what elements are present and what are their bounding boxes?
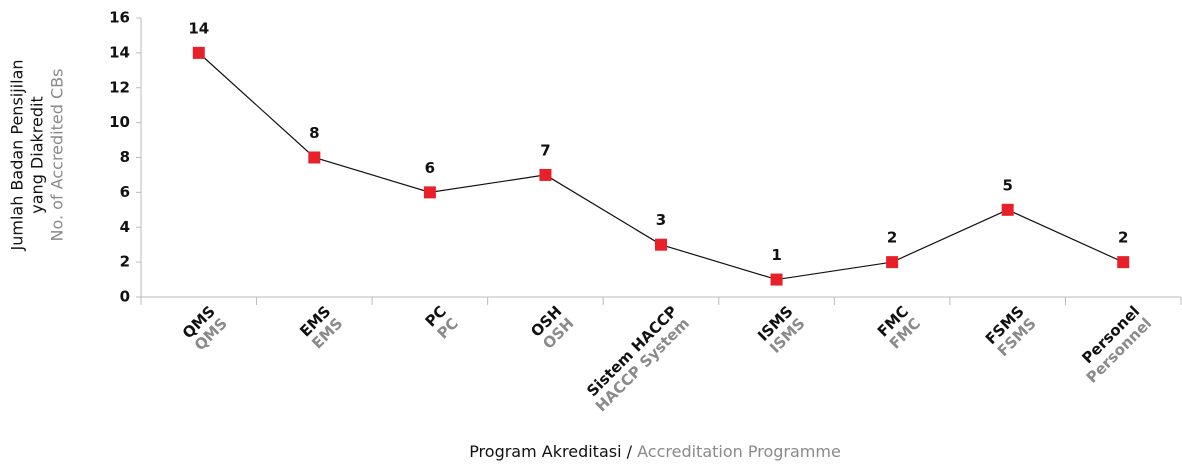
y-axis-title-line: yang Diakredit bbox=[28, 96, 47, 213]
data-label: 6 bbox=[425, 159, 435, 177]
marker bbox=[1117, 256, 1130, 269]
data-label: 5 bbox=[1002, 176, 1012, 194]
y-tick-label: 2 bbox=[120, 253, 130, 271]
data-label: 1 bbox=[771, 246, 781, 264]
y-axis-title: Jumlah Badan Pensijilan yang Diakredit N… bbox=[8, 59, 67, 251]
y-tick-label: 6 bbox=[120, 183, 130, 201]
marker bbox=[1001, 203, 1014, 216]
y-tick-label: 10 bbox=[109, 113, 130, 131]
marker bbox=[886, 256, 899, 269]
y-tick-label: 14 bbox=[109, 43, 130, 61]
data-label: 7 bbox=[540, 141, 550, 159]
y-axis-title-en: No. of Accredited CBs bbox=[48, 69, 67, 242]
marker bbox=[655, 238, 667, 251]
y-axis-title-line: Jumlah Badan Pensijilan bbox=[8, 59, 27, 251]
data-label: 2 bbox=[1118, 229, 1128, 247]
y-tick-label: 4 bbox=[120, 218, 130, 236]
x-axis-title-en: Accreditation Programme bbox=[637, 442, 841, 461]
x-axis-title-text: Program Akreditasi bbox=[469, 442, 621, 461]
y-tick-label: 12 bbox=[109, 78, 130, 96]
y-tick-label: 8 bbox=[120, 148, 130, 166]
marker bbox=[770, 273, 783, 286]
marker bbox=[539, 168, 552, 181]
data-label: 3 bbox=[656, 211, 666, 229]
marker bbox=[308, 151, 321, 164]
data-label: 8 bbox=[309, 124, 319, 142]
marker bbox=[423, 186, 436, 199]
x-axis-title-sep: / bbox=[627, 442, 633, 461]
y-tick-label: 0 bbox=[120, 288, 130, 306]
marker bbox=[192, 46, 205, 59]
data-label: 2 bbox=[887, 229, 897, 247]
x-axis-title: Program Akreditasi / Accreditation Progr… bbox=[469, 442, 841, 461]
data-label: 14 bbox=[188, 19, 209, 37]
y-tick-label: 16 bbox=[109, 9, 130, 27]
